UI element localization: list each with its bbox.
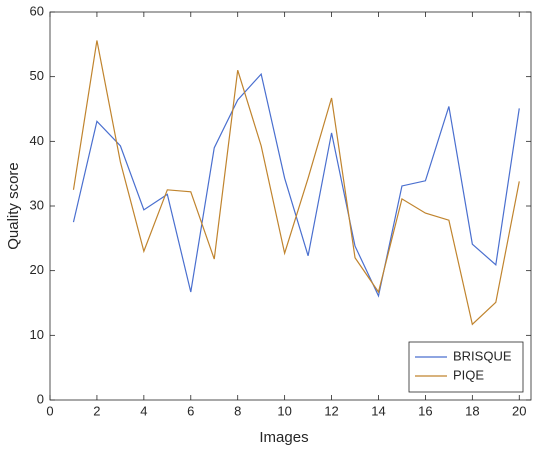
x-tick-label: 4	[140, 403, 147, 418]
y-tick-label: 60	[30, 3, 44, 18]
x-axis-label: Images	[259, 429, 308, 446]
line-series	[72, 40, 520, 326]
x-tick-label: 2	[93, 403, 100, 418]
y-tick-label: 50	[30, 68, 44, 83]
legend-box	[408, 341, 524, 393]
x-tick-label: 12	[324, 403, 338, 418]
x-tick-label: 20	[512, 403, 526, 418]
legend-label: PIQE	[453, 367, 484, 382]
x-tick-label: 10	[277, 403, 291, 418]
x-tick-label: 14	[371, 403, 385, 418]
legend-label: BRISQUE	[453, 348, 512, 363]
plot-area	[49, 11, 532, 401]
y-tick-label: 40	[30, 133, 44, 148]
y-tick-label: 0	[37, 391, 44, 406]
y-axis-label: Quality score	[5, 162, 22, 250]
x-tick-label: 8	[234, 403, 241, 418]
y-tick-label: 20	[30, 262, 44, 277]
y-tick-label: 10	[30, 327, 44, 342]
x-tick-label: 6	[187, 403, 194, 418]
x-tick-label: 0	[46, 403, 53, 418]
x-tick-label: 16	[418, 403, 432, 418]
y-tick-label: 30	[30, 197, 44, 212]
x-tick-label: 18	[465, 403, 479, 418]
